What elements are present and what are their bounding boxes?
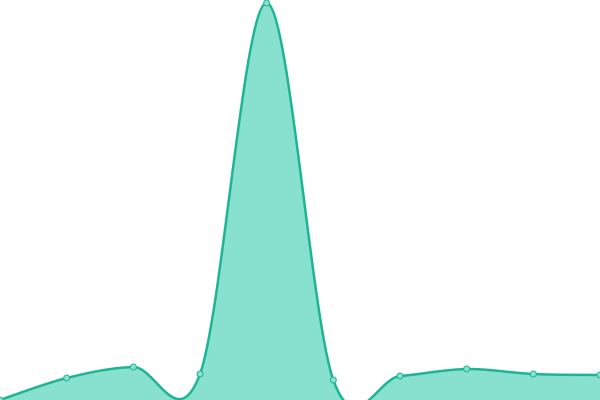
data-point: [596, 371, 600, 379]
data-point: [196, 370, 204, 378]
data-point: [329, 376, 337, 384]
data-point: [396, 372, 404, 380]
data-point: [0, 396, 4, 400]
data-point: [129, 363, 137, 371]
data-point: [463, 365, 471, 373]
data-point: [529, 370, 537, 378]
data-point: [263, 0, 271, 7]
data-point: [63, 374, 71, 382]
